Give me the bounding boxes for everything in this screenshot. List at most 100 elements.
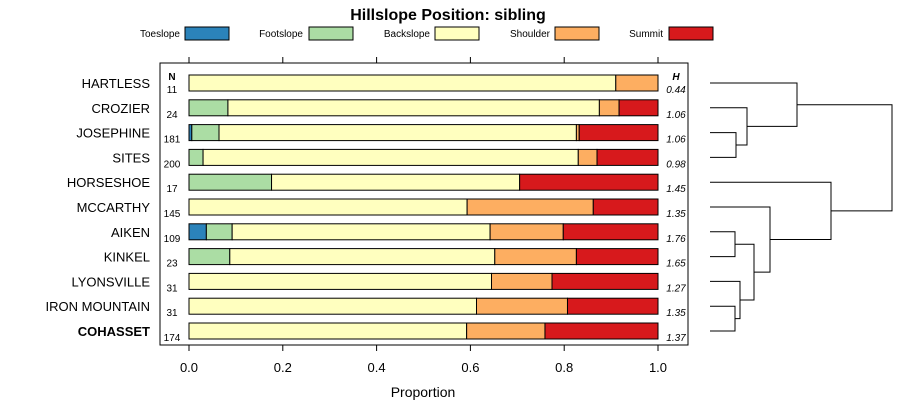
bar-row-hartless: HARTLESS 11 0.44 <box>82 74 686 96</box>
dendrogram-link <box>797 104 893 212</box>
bar-segment-cohasset-summit <box>544 322 659 340</box>
bar-row-horseshoe: HORSESHOE 17 1.45 <box>67 173 686 195</box>
x-tick-label: 0.8 <box>555 360 573 375</box>
bar-segment-josephine-footslope <box>191 124 220 142</box>
bar-segment-aiken-backslope <box>231 223 491 241</box>
row-h-josephine: 1.06 <box>666 135 686 146</box>
x-tick-label: 0.4 <box>368 360 386 375</box>
x-tick-label: 0.2 <box>274 360 292 375</box>
bar-segment-lyonsville-backslope <box>188 272 493 290</box>
row-n-horseshoe: 17 <box>166 184 178 195</box>
bar-segment-hartless-shoulder <box>615 74 659 92</box>
row-n-aiken: 109 <box>164 234 181 245</box>
bar-segment-hartless-backslope <box>188 74 617 92</box>
row-n-hartless: 11 <box>167 85 178 96</box>
bar-segment-iron-mountain-summit <box>566 297 659 315</box>
legend-item-summit: Summit <box>629 26 714 41</box>
bar-segment-sites-shoulder <box>577 148 598 166</box>
row-label-sites: SITES <box>112 150 150 165</box>
bar-segment-kinkel-summit <box>575 248 659 266</box>
legend-label-footslope: Footslope <box>259 29 303 40</box>
bar-segment-mccarthy-shoulder <box>466 198 594 216</box>
bar-segment-kinkel-backslope <box>229 248 496 266</box>
row-h-horseshoe: 1.45 <box>666 184 686 195</box>
bar-row-kinkel: KINKEL 23 1.65 <box>104 248 686 270</box>
bar-segment-iron-mountain-shoulder <box>475 297 568 315</box>
bar-segment-iron-mountain-backslope <box>188 297 477 315</box>
legend-label-shoulder: Shoulder <box>510 29 551 40</box>
dendrogram-link <box>710 305 736 332</box>
row-label-kinkel: KINKEL <box>104 250 150 265</box>
legend-swatch-shoulder <box>554 26 600 41</box>
bar-segment-crozier-footslope <box>188 99 229 117</box>
dendrogram-link <box>710 82 798 127</box>
bar-row-iron-mountain: IRON MOUNTAIN 31 1.35 <box>46 297 686 319</box>
row-h-lyonsville: 1.27 <box>666 283 686 294</box>
bar-segment-cohasset-backslope <box>188 322 468 340</box>
legend-swatch-backslope <box>434 26 480 41</box>
bar-segment-sites-backslope <box>202 148 579 166</box>
row-n-sites: 200 <box>164 159 181 170</box>
dendrogram-link <box>710 107 748 146</box>
bar-segment-josephine-summit <box>578 124 659 142</box>
bar-segment-cohasset-shoulder <box>466 322 546 340</box>
n-column-header: N <box>168 72 175 83</box>
bar-row-sites: SITES 200 0.98 <box>112 148 686 170</box>
bar-row-aiken: AIKEN 109 1.76 <box>111 223 686 245</box>
bar-row-cohasset: COHASSET 174 1.37 <box>78 322 686 344</box>
row-h-sites: 0.98 <box>666 159 686 170</box>
row-label-aiken: AIKEN <box>111 225 150 240</box>
bar-segment-crozier-shoulder <box>598 99 620 117</box>
dendrogram-link <box>710 206 771 273</box>
bar-segment-lyonsville-shoulder <box>491 272 553 290</box>
legend-label-backslope: Backslope <box>384 29 431 40</box>
bar-row-mccarthy: MCCARTHY 145 1.35 <box>77 198 686 220</box>
row-label-cohasset: COHASSET <box>78 324 150 339</box>
row-label-horseshoe: HORSESHOE <box>67 175 150 190</box>
row-label-lyonsville: LYONSVILLE <box>71 274 150 289</box>
legend-item-shoulder: Shoulder <box>510 26 600 41</box>
legend-item-toeslope: Toeslope <box>140 26 230 41</box>
x-tick-label: 0.6 <box>461 360 479 375</box>
bar-row-josephine: JOSEPHINE 181 1.06 <box>76 124 686 146</box>
bar-segment-lyonsville-summit <box>551 272 659 290</box>
dendrogram-link <box>710 231 736 258</box>
bar-segment-aiken-shoulder <box>489 223 564 241</box>
bar-segment-josephine-backslope <box>218 124 577 142</box>
legend-label-toeslope: Toeslope <box>140 29 180 40</box>
dendrogram-link <box>735 243 755 301</box>
row-label-mccarthy: MCCARTHY <box>77 200 151 215</box>
bar-segment-horseshoe-summit <box>519 173 659 191</box>
bar-segment-crozier-summit <box>618 99 659 117</box>
bar-segment-sites-footslope <box>188 148 204 166</box>
bar-segment-aiken-summit <box>562 223 659 241</box>
bar-segment-mccarthy-summit <box>592 198 659 216</box>
dendrogram-link <box>710 132 737 158</box>
row-h-iron-mountain: 1.35 <box>666 308 686 319</box>
h-column-header: H <box>672 72 680 83</box>
x-axis-title: Proportion <box>391 384 456 400</box>
row-n-cohasset: 174 <box>164 333 181 344</box>
bar-segment-mccarthy-backslope <box>188 198 468 216</box>
legend-swatch-footslope <box>308 26 354 41</box>
row-label-hartless: HARTLESS <box>82 76 151 91</box>
bar-segment-horseshoe-footslope <box>188 173 273 191</box>
bar-segment-sites-summit <box>596 148 659 166</box>
bar-segment-kinkel-footslope <box>188 248 231 266</box>
row-h-crozier: 1.06 <box>666 110 686 121</box>
row-n-lyonsville: 31 <box>166 283 178 294</box>
row-h-cohasset: 1.37 <box>666 333 686 344</box>
row-n-josephine: 181 <box>164 135 181 146</box>
legend: Toeslope Footslope Backslope Shoulder Summit <box>140 26 714 41</box>
chart-title: Hillslope Position: sibling <box>350 7 546 24</box>
row-h-hartless: 0.44 <box>666 85 686 96</box>
bar-segment-horseshoe-backslope <box>271 173 521 191</box>
legend-label-summit: Summit <box>629 29 663 40</box>
row-n-crozier: 24 <box>166 110 178 121</box>
row-h-kinkel: 1.65 <box>666 259 686 270</box>
dendrogram <box>710 82 893 332</box>
row-h-mccarthy: 1.35 <box>666 209 686 220</box>
row-n-kinkel: 23 <box>166 259 178 270</box>
bar-segment-crozier-backslope <box>227 99 600 117</box>
